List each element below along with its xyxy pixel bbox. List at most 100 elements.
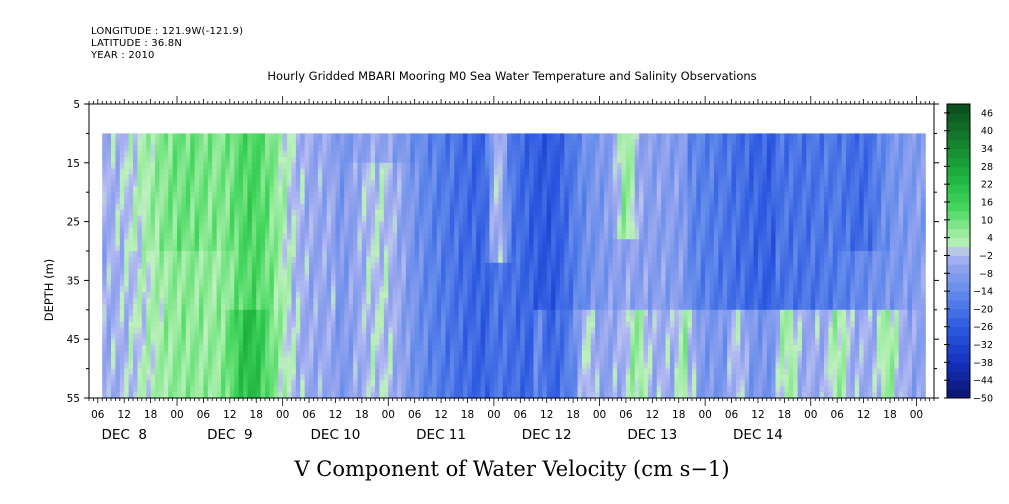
- heatmap-cell: [383, 339, 389, 346]
- heatmap-cell: [511, 280, 517, 287]
- heatmap-cell: [357, 168, 363, 176]
- heatmap-cell: [524, 221, 530, 229]
- heatmap-cell: [348, 233, 354, 240]
- heatmap-cell: [493, 198, 499, 205]
- heatmap-cell: [485, 392, 491, 399]
- heatmap-cell: [251, 380, 257, 387]
- heatmap-cell: [190, 309, 196, 317]
- heatmap-cell: [414, 356, 420, 364]
- heatmap-cell: [133, 268, 139, 276]
- heatmap-cell: [353, 227, 359, 234]
- heatmap-cell: [260, 227, 266, 234]
- heatmap-cell: [317, 350, 323, 358]
- heatmap-cell: [251, 192, 257, 199]
- heatmap-cell: [419, 233, 425, 240]
- heatmap-cell: [423, 180, 429, 187]
- heatmap-cell: [150, 227, 156, 234]
- heatmap-cell: [379, 245, 385, 252]
- heatmap-cell: [309, 186, 315, 193]
- heatmap-cell: [559, 245, 565, 252]
- heatmap-cell: [278, 251, 284, 258]
- heatmap-cell: [251, 239, 257, 246]
- heatmap-cell: [265, 186, 271, 193]
- heatmap-cell: [106, 198, 112, 205]
- heatmap-cell: [207, 139, 213, 146]
- heatmap-cell: [480, 192, 486, 199]
- heatmap-cell: [348, 192, 354, 199]
- heatmap-cell: [291, 345, 297, 352]
- heatmap-cell: [348, 151, 354, 158]
- heatmap-cell: [454, 274, 460, 281]
- heatmap-cell: [419, 292, 425, 299]
- heatmap-cell: [111, 292, 117, 299]
- heatmap-cell: [379, 339, 385, 346]
- heatmap-cell: [128, 233, 134, 240]
- heatmap-cell: [326, 151, 332, 158]
- heatmap-cell: [216, 339, 222, 346]
- heatmap-cell: [124, 286, 130, 293]
- heatmap-cell: [221, 209, 227, 217]
- heatmap-cell: [551, 333, 557, 340]
- heatmap-cell: [485, 315, 491, 323]
- heatmap-cell: [322, 180, 328, 187]
- heatmap-cell: [339, 168, 345, 176]
- heatmap-cell: [445, 145, 451, 152]
- heatmap-cell: [401, 374, 407, 381]
- heatmap-cell: [454, 362, 460, 370]
- heatmap-cell: [405, 192, 411, 199]
- heatmap-cell: [216, 356, 222, 364]
- heatmap-cell: [392, 298, 398, 305]
- heatmap-cell: [181, 221, 187, 229]
- heatmap-cell: [326, 345, 332, 352]
- heatmap-cell: [282, 139, 288, 146]
- heatmap-cell: [410, 168, 416, 176]
- heatmap-cell: [427, 374, 433, 381]
- heatmap-cell: [203, 145, 209, 152]
- heatmap-cell: [177, 345, 183, 352]
- heatmap-cell: [454, 151, 460, 158]
- heatmap-cell: [247, 374, 253, 381]
- heatmap-cell: [357, 274, 363, 281]
- heatmap-cell: [203, 315, 209, 323]
- heatmap-cell: [559, 192, 565, 199]
- heatmap-cell: [317, 162, 323, 170]
- heatmap-cell: [344, 145, 350, 152]
- heatmap-cell: [163, 392, 169, 399]
- heatmap-cell: [295, 198, 301, 205]
- heatmap-cell: [256, 327, 262, 334]
- heatmap-cell: [581, 392, 587, 399]
- heatmap-cell: [581, 280, 587, 287]
- heatmap-cell: [511, 274, 517, 281]
- heatmap-cell: [119, 168, 125, 176]
- heatmap-cell: [304, 133, 310, 140]
- heatmap-cell: [207, 386, 213, 393]
- heatmap-cell: [300, 168, 306, 176]
- heatmap-cell: [225, 215, 231, 223]
- heatmap-cell: [515, 227, 521, 234]
- heatmap-cell: [322, 268, 328, 276]
- heatmap-cell: [181, 151, 187, 158]
- heatmap-cell: [520, 192, 526, 199]
- heatmap-cell: [493, 145, 499, 152]
- heatmap-cell: [194, 286, 200, 293]
- heatmap-cell: [172, 239, 178, 246]
- heatmap-cell: [163, 151, 169, 158]
- heatmap-cell: [243, 274, 249, 281]
- heatmap-cell: [577, 292, 583, 299]
- heatmap-cell: [251, 374, 257, 381]
- heatmap-cell: [115, 245, 121, 252]
- heatmap-cell: [405, 239, 411, 246]
- heatmap-cell: [370, 186, 376, 193]
- heatmap-cell: [551, 162, 557, 170]
- heatmap-cell: [445, 286, 451, 293]
- heatmap-cell: [128, 333, 134, 340]
- longitude-label: LONGITUDE : 121.9W(-121.9): [91, 26, 244, 37]
- heatmap-cell: [243, 221, 249, 229]
- heatmap-cell: [238, 309, 244, 317]
- heatmap-cell: [551, 339, 557, 346]
- heatmap-cell: [559, 251, 565, 258]
- heatmap-cell: [243, 133, 249, 140]
- heatmap-cell: [203, 209, 209, 217]
- heatmap-cell: [348, 174, 354, 182]
- heatmap-cell: [141, 339, 147, 346]
